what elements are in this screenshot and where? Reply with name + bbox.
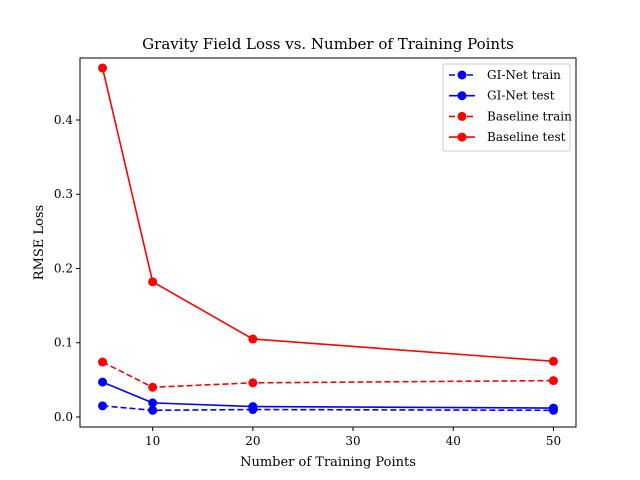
chart-title: Gravity Field Loss vs. Number of Trainin… — [142, 35, 514, 53]
legend-box — [442, 63, 571, 152]
legend-marker — [457, 91, 467, 101]
x-tick-label: 50 — [546, 434, 561, 448]
x-tick-label: 20 — [245, 434, 260, 448]
data-point-series-1-1 — [148, 398, 158, 408]
legend-marker — [457, 132, 467, 142]
data-point-series-2-0 — [98, 357, 108, 367]
x-tick-label: 10 — [145, 434, 160, 448]
legend-label: GI-Net test — [487, 89, 555, 103]
data-point-series-2-3 — [548, 376, 558, 386]
y-tick-label: 0.4 — [54, 113, 73, 127]
data-point-series-1-0 — [98, 377, 108, 387]
plot-frame — [79, 57, 577, 428]
data-point-series-2-2 — [248, 378, 258, 388]
legend-marker — [457, 70, 467, 80]
series-line-0 — [102, 405, 554, 412]
data-point-series-2-1 — [148, 382, 158, 392]
x-tick-label: 30 — [345, 434, 360, 448]
y-tick-label: 0.2 — [54, 261, 73, 275]
y-tick-label: 0.1 — [54, 336, 73, 350]
plot-area — [98, 63, 558, 415]
data-point-series-1-2 — [248, 402, 258, 412]
data-point-series-1-3 — [548, 403, 558, 413]
series-line-1 — [102, 381, 554, 409]
x-axis-title: Number of Training Points — [240, 455, 416, 470]
legend: GI-Net train GI-Net test Baseline train Bas… — [442, 63, 572, 152]
series-line-3 — [101, 67, 554, 363]
data-point-series-0-0 — [98, 401, 108, 411]
data-point-series-3-3 — [548, 356, 558, 366]
y-tick-label: 0.0 — [54, 410, 73, 424]
legend-label: GI-Net train — [487, 68, 561, 82]
series-line-2 — [102, 361, 554, 389]
x-tick-label: 40 — [446, 434, 461, 448]
data-point-series-3-0 — [98, 63, 108, 73]
y-axis-title: RMSE Loss — [32, 205, 47, 280]
legend-label: Baseline train — [487, 109, 572, 123]
data-point-series-3-2 — [248, 334, 258, 344]
legend-marker — [457, 111, 467, 121]
data-point-series-0-1 — [148, 405, 158, 415]
axes: 10 20 30 40 50 0.0 0.1 0.2 0.3 0.4 — [54, 57, 577, 448]
legend-label: Baseline test — [487, 130, 566, 144]
data-point-series-3-1 — [148, 277, 158, 287]
y-tick-label: 0.3 — [54, 187, 73, 201]
